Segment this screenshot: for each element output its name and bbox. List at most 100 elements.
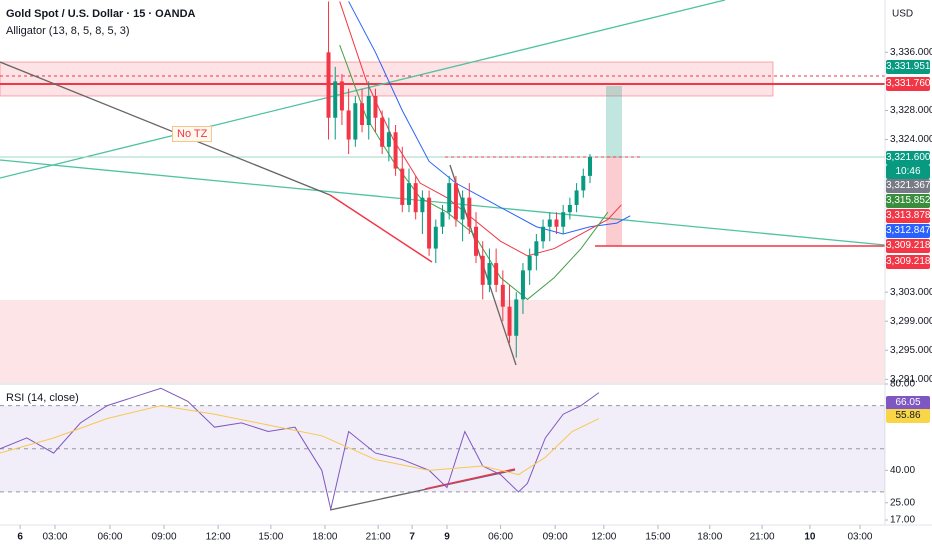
y-tick-label: 3,324.000 — [890, 134, 932, 145]
candle-body — [520, 270, 525, 300]
candle-body — [440, 212, 445, 227]
y-tick-label: 25.00 — [890, 497, 915, 508]
rsi-line — [0, 405, 600, 476]
y-tick-label: 3,295.000 — [890, 345, 932, 356]
candle-body — [460, 197, 465, 220]
y-tick-label: 3,328.000 — [890, 105, 932, 116]
candle-body — [353, 103, 358, 140]
price-badge: 3,309.218 — [886, 239, 931, 253]
x-tick-label: 7 — [409, 532, 415, 543]
price-badge: 10:46 — [886, 165, 930, 179]
price-badge: 66.05 — [886, 396, 930, 410]
price-badge: 3,321.367 — [886, 179, 931, 193]
candle-body — [380, 117, 385, 147]
y-tick-label: 40.00 — [890, 465, 915, 476]
price-badge: 3,315.852 — [886, 194, 931, 208]
symbol-title: Gold Spot / U.S. Dollar · 15 · OANDA — [6, 8, 196, 20]
price-badge: 3,331.951 — [886, 60, 931, 74]
x-tick-label: 18:00 — [697, 532, 722, 543]
candle-body — [447, 183, 452, 213]
candle-body — [393, 132, 398, 169]
candle-body — [386, 132, 391, 147]
y-tick-label: 17.00 — [890, 515, 915, 526]
candle-body — [487, 263, 492, 285]
price-badge: 3,321.600 — [886, 151, 931, 165]
candle-body — [467, 197, 472, 227]
candle-body — [507, 306, 512, 336]
currency: USD — [892, 9, 913, 20]
trendline — [0, 61, 331, 196]
candle-body — [474, 226, 479, 256]
rsi-line — [0, 387, 600, 510]
candle-body — [581, 175, 586, 191]
price-badge: 55.86 — [886, 409, 930, 423]
price-badge: 3,331.760 — [886, 77, 931, 91]
x-tick-label: 12:00 — [206, 532, 231, 543]
candle-body — [360, 103, 365, 126]
rsi-trendline — [329, 469, 516, 511]
candle-body — [527, 255, 532, 271]
candle-body — [413, 183, 418, 213]
x-tick-label: 06:00 — [97, 532, 122, 543]
candle-body — [373, 95, 378, 118]
candle-body — [494, 263, 499, 285]
candle-body — [554, 219, 559, 227]
price-badge: 3,313.878 — [886, 209, 931, 223]
candle-body — [547, 219, 552, 227]
alligator-line — [348, 1, 631, 235]
candle-body — [366, 95, 371, 126]
candle-body — [333, 81, 338, 118]
x-tick-label: 12:00 — [591, 532, 616, 543]
alligator-line — [339, 44, 609, 301]
candle-body — [541, 226, 546, 242]
x-tick-label: 06:00 — [488, 532, 513, 543]
candle-body — [588, 156, 592, 176]
y-tick-label: 3,303.000 — [890, 287, 932, 298]
candle-body — [574, 190, 579, 205]
stop-box — [606, 157, 622, 246]
candle-body — [453, 183, 458, 220]
y-tick-label: 3,291.000 — [890, 374, 932, 385]
trendline — [0, 159, 886, 246]
annotation: No TZ — [172, 126, 213, 142]
supply-zone — [0, 61, 774, 97]
y-tick-label: 3,336.000 — [890, 47, 932, 58]
x-tick-label: 03:00 — [847, 532, 872, 543]
candle-body — [400, 168, 405, 205]
y-tick-label: 80.00 — [890, 379, 915, 390]
candle-body — [433, 226, 438, 249]
candle-body — [406, 183, 411, 205]
x-tick-label: 15:00 — [258, 532, 283, 543]
price-badge: 3,309.218 — [886, 255, 931, 269]
candle-body — [339, 81, 344, 111]
trendline — [329, 194, 433, 263]
y-tick-label: 3,299.000 — [890, 316, 932, 327]
x-tick-label: 15:00 — [645, 532, 670, 543]
x-tick-label: 21:00 — [750, 532, 775, 543]
candle-body — [561, 212, 566, 227]
price-badge: 3,312.847 — [886, 224, 931, 238]
candle-body — [534, 241, 539, 256]
rsi-title: RSI (14, close) — [6, 392, 79, 404]
candle-body — [514, 299, 519, 336]
candle-body — [480, 255, 485, 285]
x-tick-label: 09:00 — [543, 532, 568, 543]
target-box — [606, 86, 622, 157]
demand-zone — [0, 300, 885, 383]
candle-body — [420, 197, 425, 213]
x-tick-label: 9 — [444, 532, 450, 543]
candle-body — [567, 204, 572, 213]
x-tick-label: 09:00 — [152, 532, 177, 543]
candle-body — [326, 52, 331, 118]
x-tick-label: 10 — [804, 532, 816, 543]
x-tick-label: 03:00 — [42, 532, 67, 543]
candle-body — [346, 110, 351, 140]
x-tick-label: 6 — [17, 532, 23, 543]
x-tick-label: 21:00 — [366, 532, 391, 543]
x-tick-label: 18:00 — [312, 532, 337, 543]
indicator-legend: Alligator (13, 8, 5, 8, 5, 3) — [6, 25, 130, 37]
candle-body — [500, 284, 505, 307]
rsi-trendline — [424, 468, 516, 490]
